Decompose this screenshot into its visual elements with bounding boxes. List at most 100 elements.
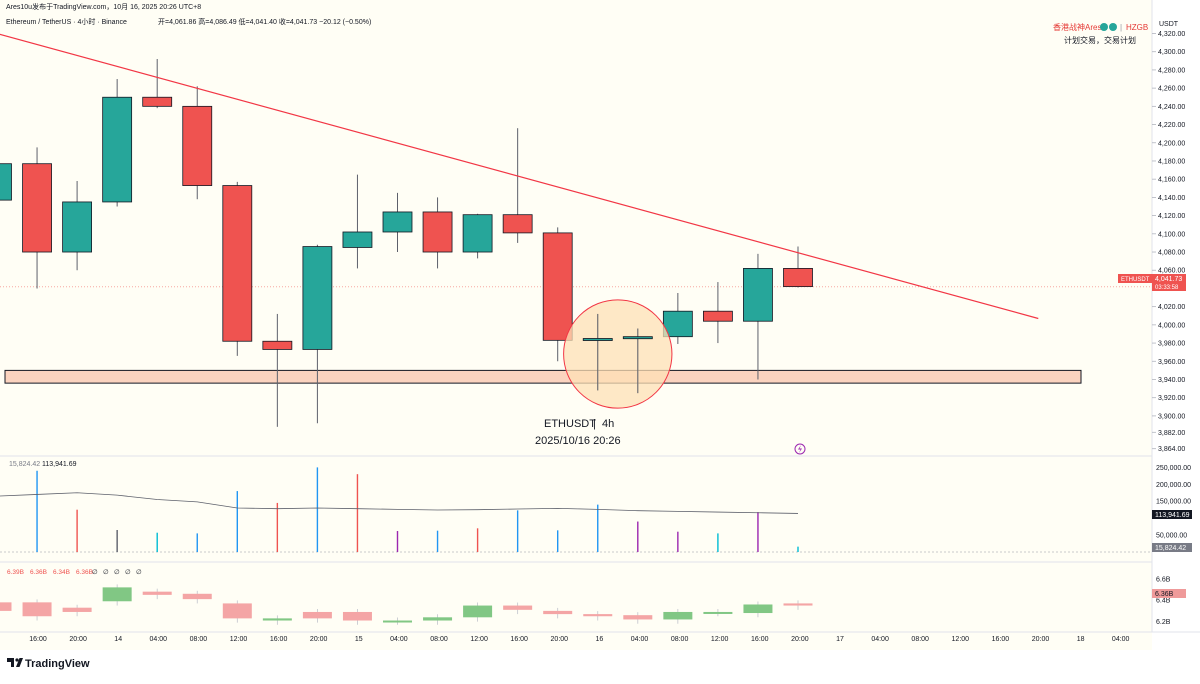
candle[interactable]: [703, 282, 733, 344]
candle[interactable]: [302, 244, 333, 424]
candle[interactable]: [542, 227, 573, 362]
price-axis-background: [1152, 0, 1200, 650]
indicator-tick: 6.2B: [1156, 619, 1171, 626]
time-tick: 15: [355, 636, 363, 643]
indicator-bar: [222, 603, 252, 619]
price-tick: 3,900.00: [1158, 413, 1185, 420]
candle[interactable]: [783, 246, 813, 288]
candle[interactable]: [502, 128, 533, 243]
volume-legend-ma: 113,941.69: [42, 461, 77, 468]
indicator-bar: [503, 605, 533, 610]
candle-body: [262, 340, 293, 350]
center-interval: 4h: [602, 418, 614, 430]
lightning-icon[interactable]: [794, 443, 806, 455]
price-tick: 3,864.00: [1158, 446, 1185, 453]
last-price-value: 4,041.73: [1155, 276, 1182, 283]
time-tick: 08:00: [671, 636, 689, 643]
indicator-bar: [383, 620, 412, 623]
svg-text:|: |: [593, 418, 596, 430]
candle[interactable]: [622, 328, 653, 394]
support-zone[interactable]: [4, 369, 1082, 384]
time-tick: 17: [836, 636, 844, 643]
candle-body: [342, 231, 373, 248]
indicator-legend-value: ∅: [114, 569, 120, 576]
candle-body: [662, 310, 693, 338]
time-tick: 20:00: [310, 636, 328, 643]
price-tick: 4,060.00: [1158, 268, 1185, 275]
indicator-bar: [743, 604, 773, 614]
candle[interactable]: [222, 181, 253, 356]
candle-body: [542, 232, 573, 341]
watermark-brand: 香港战神Ares: [1053, 22, 1101, 32]
price-tick: 3,920.00: [1158, 395, 1185, 402]
svg-text:6.36B: 6.36B: [1155, 591, 1174, 598]
price-tick: 4,220.00: [1158, 122, 1185, 129]
price-tick: 4,000.00: [1158, 322, 1185, 329]
volume-tick: 250,000.00: [1156, 465, 1191, 472]
indicator-tick: 6.6B: [1156, 576, 1171, 583]
time-tick: 12:00: [711, 636, 729, 643]
time-tick: 16:00: [270, 636, 288, 643]
candle[interactable]: [262, 313, 293, 427]
candle-body: [703, 310, 733, 322]
indicator-legend-value: ∅: [136, 569, 142, 576]
indicator-legend-value: 6.36B: [76, 569, 93, 576]
candle[interactable]: [422, 197, 453, 269]
price-tick: 4,080.00: [1158, 250, 1185, 257]
highlight-circle[interactable]: [563, 299, 673, 409]
candle[interactable]: [0, 163, 12, 201]
candle-body: [783, 268, 813, 288]
candle[interactable]: [662, 292, 693, 344]
price-tick: 4,240.00: [1158, 104, 1185, 111]
candle[interactable]: [342, 174, 373, 269]
candle[interactable]: [382, 192, 413, 253]
indicator-legend-value: ∅: [125, 569, 131, 576]
indicator-bar: [22, 602, 52, 617]
time-tick: 08:00: [430, 636, 448, 643]
time-tick: 04:00: [871, 636, 889, 643]
candle[interactable]: [743, 253, 773, 380]
indicator-bar: [0, 602, 12, 611]
volume-ma-badge: 113,941.69: [1152, 510, 1192, 519]
price-tick: 4,300.00: [1158, 49, 1185, 56]
candle-body: [462, 214, 493, 253]
indicator-bar: [342, 611, 372, 621]
indicator-bar: [703, 611, 733, 614]
time-tick: 08:00: [911, 636, 929, 643]
time-tick: 16:00: [992, 636, 1010, 643]
indicator-tick: 6.4B: [1156, 598, 1171, 605]
candle-body: [422, 211, 453, 253]
gear-icon: [1100, 23, 1117, 31]
candle-body: [142, 96, 173, 107]
candle[interactable]: [182, 86, 213, 200]
candle[interactable]: [462, 213, 493, 259]
indicator-bar: [543, 610, 573, 615]
price-tick: 4,160.00: [1158, 177, 1185, 184]
candle[interactable]: [142, 58, 173, 109]
candle[interactable]: [102, 79, 133, 207]
descending-trendline[interactable]: [0, 33, 1039, 320]
volume-tick: 200,000.00: [1156, 482, 1191, 489]
price-tick: 3,882.00: [1158, 430, 1185, 437]
candle[interactable]: [62, 181, 92, 271]
candle-body: [182, 105, 213, 186]
candle-body: [502, 214, 533, 234]
time-tick: 20:00: [1032, 636, 1050, 643]
volume-tick: 50,000.00: [1156, 533, 1187, 540]
symbol-title[interactable]: Ethereum / TetherUS · 4小时 · Binance: [6, 17, 127, 26]
candle[interactable]: [582, 313, 613, 391]
time-tick: 16: [596, 636, 604, 643]
candle-body: [302, 246, 333, 350]
time-tick: 20:00: [69, 636, 87, 643]
time-tick: 16:00: [510, 636, 528, 643]
price-tick: 3,980.00: [1158, 341, 1185, 348]
indicator-bar: [102, 587, 132, 602]
indicator-bar: [142, 591, 172, 595]
price-tick: 4,200.00: [1158, 140, 1185, 147]
candle[interactable]: [22, 147, 52, 289]
price-tick: 4,100.00: [1158, 231, 1185, 238]
time-tick: 20:00: [791, 636, 809, 643]
tradingview-logo[interactable]: TradingView: [7, 658, 90, 670]
